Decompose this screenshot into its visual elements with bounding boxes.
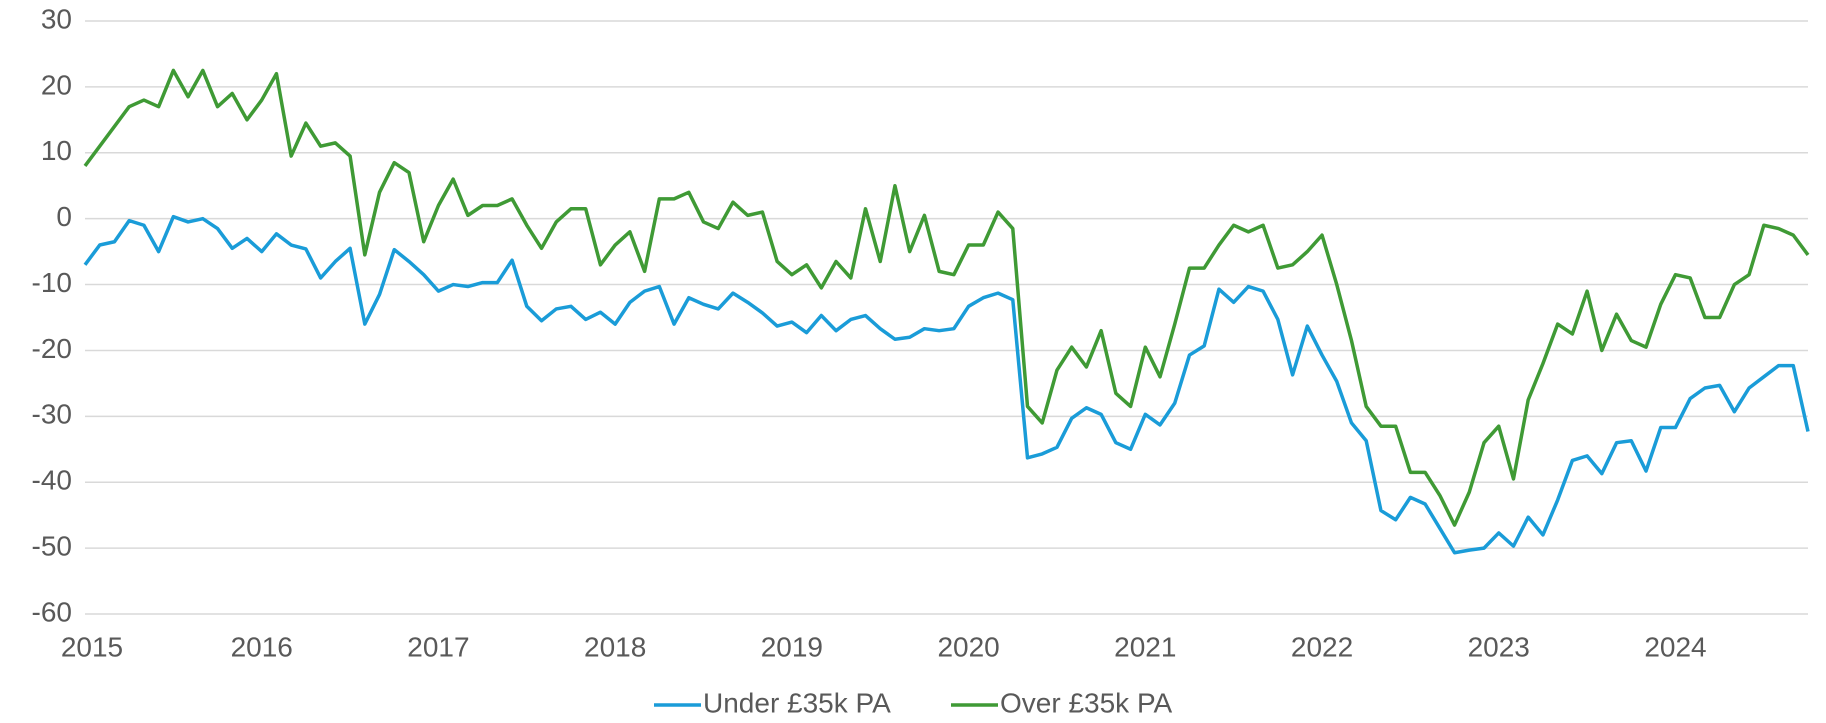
line-series xyxy=(83,214,1810,555)
y-tick-label: -40 xyxy=(32,465,72,496)
x-tick-label: 2016 xyxy=(231,631,293,662)
y-tick-label: -50 xyxy=(32,531,72,562)
y-tick-label: 20 xyxy=(41,69,72,100)
y-tick-label: 0 xyxy=(56,201,72,232)
y-tick-label: -10 xyxy=(32,267,72,298)
y-tick-label: -20 xyxy=(32,333,72,364)
x-tick-label: 2017 xyxy=(407,631,469,662)
legend-label: Under £35k PA xyxy=(703,687,891,718)
x-tick-label: 2022 xyxy=(1291,631,1353,662)
x-tick-label: 2019 xyxy=(761,631,823,662)
x-tick-label: 2020 xyxy=(937,631,999,662)
x-tick-label: 2021 xyxy=(1114,631,1176,662)
y-tick-label: 30 xyxy=(41,3,72,34)
y-tick-label: -60 xyxy=(32,596,72,627)
line-series xyxy=(83,68,1810,527)
y-tick-label: -30 xyxy=(32,399,72,430)
y-tick-label: 10 xyxy=(41,135,72,166)
x-tick-label: 2018 xyxy=(584,631,646,662)
x-tick-label: 2023 xyxy=(1468,631,1530,662)
x-tick-label: 2015 xyxy=(61,631,123,662)
legend-label: Over £35k PA xyxy=(1000,687,1173,718)
x-tick-label: 2024 xyxy=(1644,631,1706,662)
